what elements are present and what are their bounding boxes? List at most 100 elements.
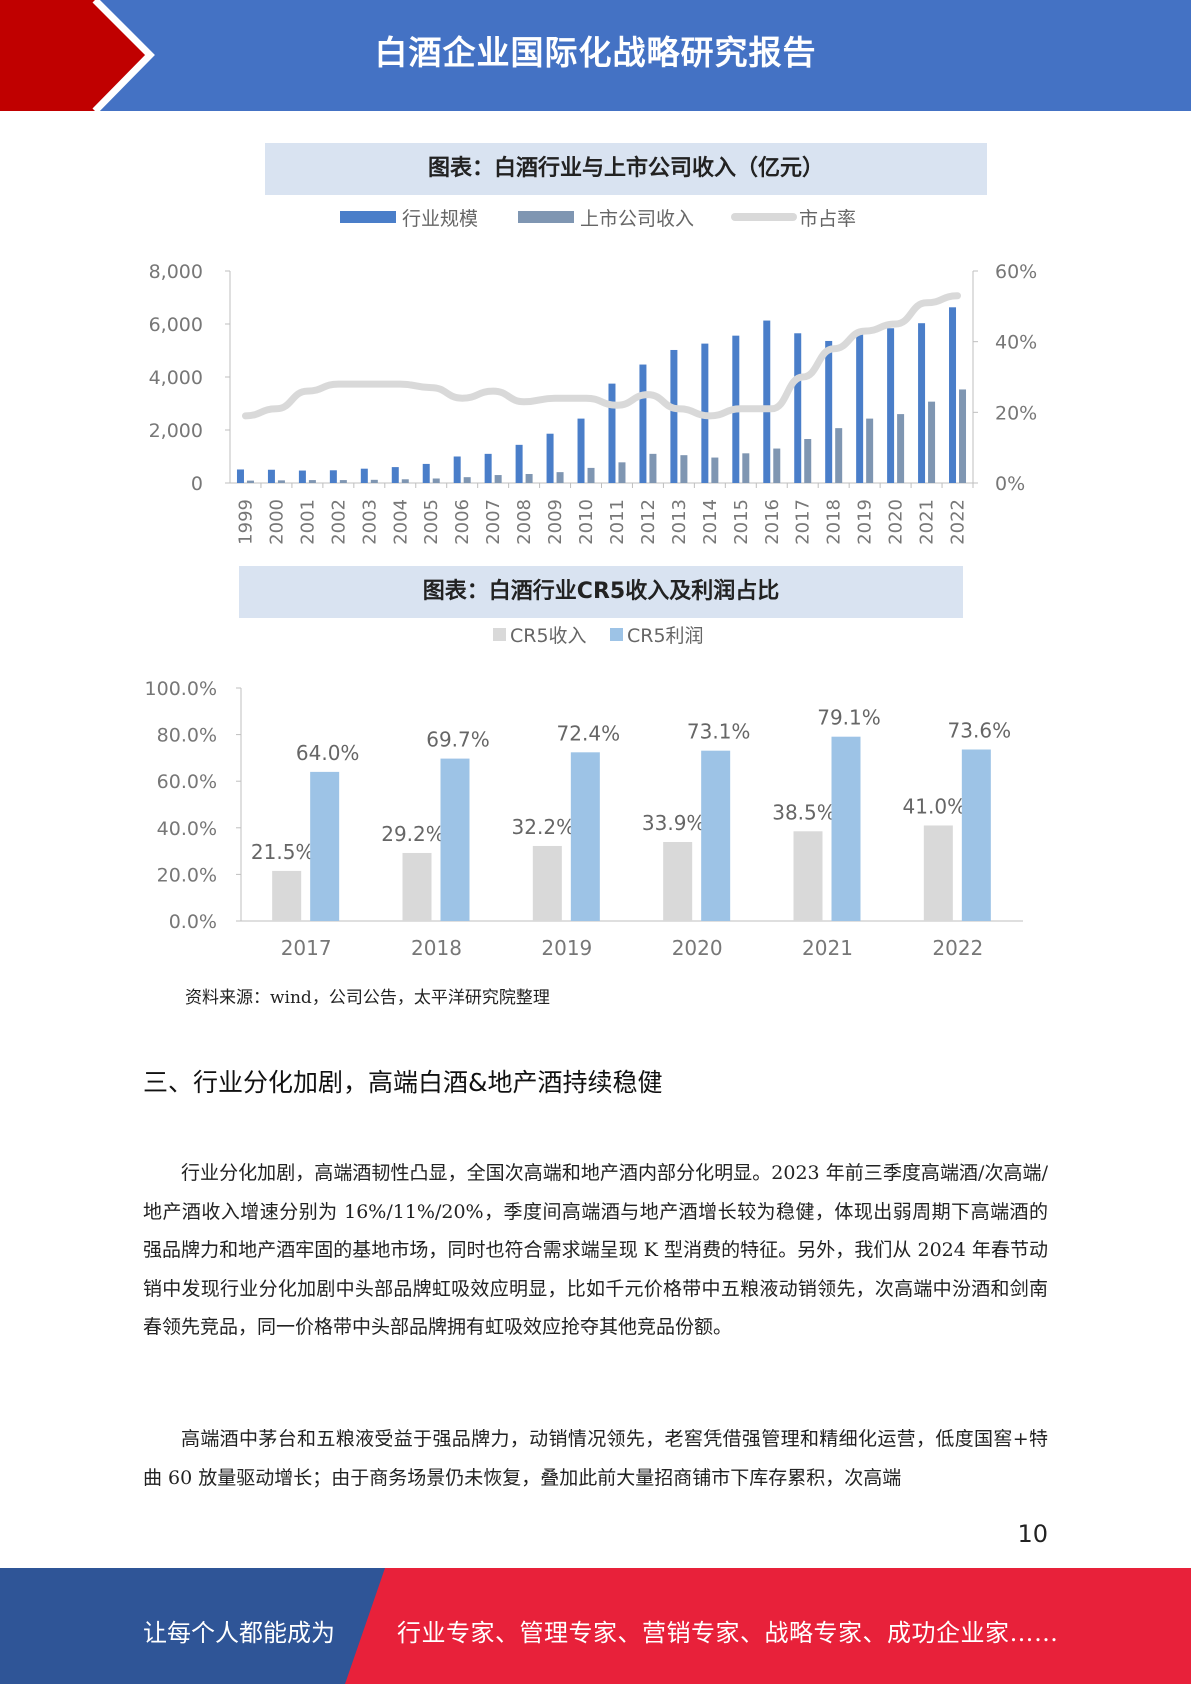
source-note: 资料来源：wind，公司公告，太平洋研究院整理 [185, 988, 550, 1008]
page-header: 白酒企业国际化战略研究报告 [0, 0, 1191, 111]
x-tick-label: 2015 [731, 499, 752, 545]
section-heading: 三、行业分化加剧，高端白酒&地产酒持续稳健 [143, 1068, 663, 1097]
bar-industry-2006 [453, 456, 461, 483]
y-tick-label: 40.0% [157, 818, 217, 840]
x-tick-label: 2022 [932, 936, 983, 960]
y-tick-label: 60.0% [157, 771, 217, 793]
paragraph-1: 行业分化加剧，高端酒韧性凸显，全国次高端和地产酒内部分化明显。2023 年前三季… [143, 1162, 1048, 1339]
page-number: 10 [1017, 1520, 1048, 1548]
bar-industry-2011 [608, 383, 616, 483]
bar-listed-2005 [432, 478, 440, 483]
bar-cr5-revenue-2021 [793, 831, 823, 921]
y2-tick-label: 60% [995, 261, 1037, 283]
x-tick-label: 2008 [514, 499, 535, 545]
y-tick-label: 8,000 [149, 261, 203, 283]
bar-listed-2017 [804, 439, 812, 483]
x-tick-label: 2000 [266, 499, 287, 545]
x-tick-label: 2018 [411, 936, 462, 960]
x-tick-label: 2011 [607, 499, 628, 545]
bar-industry-2019 [856, 334, 864, 483]
bar-industry-2003 [360, 468, 368, 483]
bar-cr5-profit-2017 [310, 771, 340, 921]
data-label-cr5-revenue: 32.2% [512, 815, 576, 839]
y-tick-label: 0 [191, 473, 203, 495]
cr5-chart: CR5收入 CR5利润 0.0% 20.0% 40.0% 60.0% 80.0% 100.0%… [145, 625, 1023, 960]
market-share-line [241, 292, 962, 420]
bar-listed-2001 [308, 480, 316, 483]
bar-industry-2021 [918, 323, 926, 483]
bar-listed-2018 [835, 428, 843, 483]
bar-cr5-profit-2020 [701, 750, 731, 921]
legend-swatch-1 [518, 211, 574, 223]
x-tick-label: 2020 [672, 936, 723, 960]
bar-listed-2008 [525, 473, 533, 483]
bar-listed-2011 [618, 462, 626, 483]
page-footer [0, 1568, 1191, 1684]
y-tick-label: 6,000 [149, 314, 203, 336]
x-tick-label: 2022 [948, 499, 969, 545]
y2-tick-label: 0% [995, 473, 1025, 495]
bar-listed-2014 [711, 457, 719, 483]
x-tick-label: 2018 [824, 499, 845, 545]
y-tick-label: 4,000 [149, 367, 203, 389]
data-label-cr5-profit: 64.0% [296, 741, 360, 765]
bar-listed-2021 [928, 401, 936, 483]
bar-industry-2002 [329, 470, 337, 483]
data-label-cr5-revenue: 41.0% [903, 794, 967, 818]
y2-tick-label: 40% [995, 332, 1037, 354]
bar-listed-2022 [959, 389, 967, 483]
bar-industry-2004 [391, 467, 399, 483]
x-tick-label: 2019 [541, 936, 592, 960]
bar-listed-2015 [742, 453, 750, 483]
bar-industry-2010 [577, 418, 585, 483]
y2-tick-label: 20% [995, 402, 1037, 424]
chart2-title: 图表：白酒行业CR5收入及利润占比 [239, 566, 963, 618]
report-title: 白酒企业国际化战略研究报告 [374, 33, 817, 72]
data-label-cr5-profit: 69.7% [426, 728, 490, 752]
bar-listed-2010 [587, 467, 595, 483]
chart1-title: 图表：白酒行业与上市公司收入（亿元） [265, 143, 987, 195]
x-tick-label: 2009 [545, 499, 566, 545]
bar-listed-2019 [866, 418, 874, 483]
y-tick-label: 80.0% [157, 725, 217, 747]
y-tick-label: 2,000 [149, 420, 203, 442]
x-tick-label: 2003 [359, 499, 380, 545]
legend-label-0: 行业规模 [402, 208, 478, 230]
x-tick-label: 2007 [483, 499, 504, 545]
data-label-cr5-revenue: 21.5% [251, 840, 315, 864]
bar-cr5-profit-2022 [961, 749, 991, 921]
data-label-cr5-revenue: 33.9% [642, 811, 706, 835]
revenue-chart: 行业规模 上市公司收入 市占率 0 2,000 4,000 6,000 8,000 0% 20% 4… [149, 208, 1038, 545]
bar-industry-1999 [236, 469, 244, 483]
data-label-cr5-profit: 73.1% [687, 720, 751, 744]
bar-listed-2020 [897, 414, 905, 483]
x-tick-label: 2006 [452, 499, 473, 545]
bar-cr5-profit-2019 [570, 752, 600, 921]
bar-industry-2007 [484, 453, 492, 483]
bar-industry-2020 [887, 328, 895, 483]
legend-swatch-0 [493, 628, 506, 641]
header-arrow-decoration [0, 0, 155, 111]
x-tick-label: 2017 [281, 936, 332, 960]
legend-label-2: 市占率 [799, 208, 856, 230]
bar-listed-2016 [773, 448, 781, 483]
legend-label-1: CR5利润 [627, 625, 704, 647]
bar-listed-2004 [401, 479, 409, 483]
bar-listed-2000 [277, 480, 285, 483]
bar-cr5-profit-2018 [440, 758, 470, 921]
bar-listed-2013 [680, 455, 688, 483]
bar-listed-2012 [649, 453, 657, 483]
data-label-cr5-revenue: 38.5% [772, 800, 836, 824]
y-tick-label: 100.0% [145, 678, 217, 700]
x-tick-label: 2001 [297, 499, 318, 545]
x-tick-label: 2002 [328, 499, 349, 545]
legend-label-0: CR5收入 [510, 625, 587, 647]
data-label-cr5-revenue: 29.2% [381, 822, 445, 846]
bar-industry-2016 [763, 320, 771, 483]
data-label-cr5-profit: 79.1% [817, 706, 881, 730]
bar-industry-2000 [267, 469, 275, 483]
bar-cr5-revenue-2018 [402, 852, 432, 921]
x-tick-label: 2021 [802, 936, 853, 960]
bar-industry-2005 [422, 463, 430, 483]
y-tick-label: 0.0% [169, 911, 217, 933]
